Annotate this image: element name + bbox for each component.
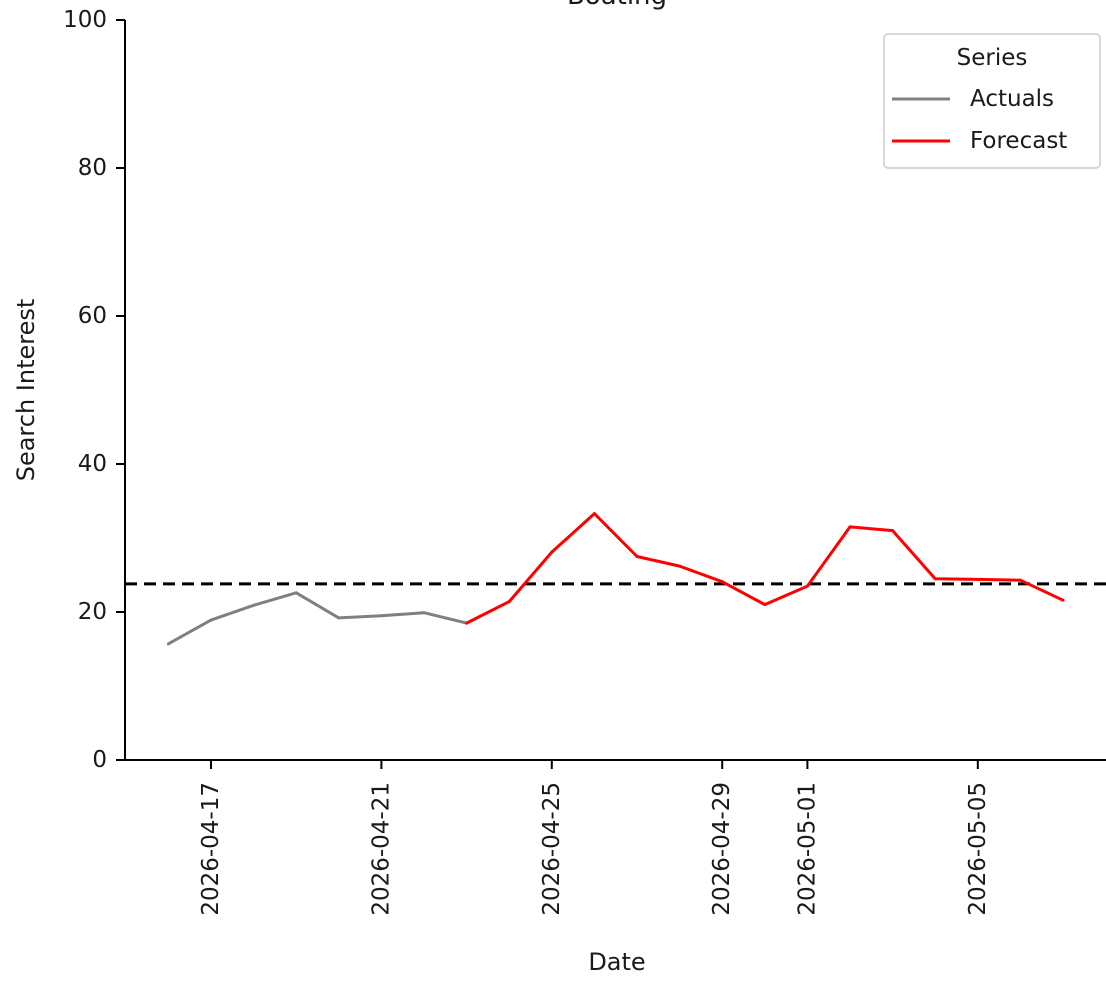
data-point-forecast xyxy=(805,584,809,588)
legend-label-actuals: Actuals xyxy=(970,86,1054,112)
x-axis-label: Date xyxy=(588,948,645,976)
x-tick-label: 2026-04-25 xyxy=(539,782,565,916)
data-point-forecast xyxy=(592,512,596,516)
data-point-actuals xyxy=(422,611,426,615)
x-tick-label: 2026-05-01 xyxy=(794,782,820,916)
data-point-actuals xyxy=(209,618,213,622)
x-tick-label: 2026-04-17 xyxy=(198,782,224,916)
chart-title: Boating xyxy=(567,0,667,11)
y-tick-label: 100 xyxy=(63,7,107,33)
y-tick-label: 80 xyxy=(78,155,107,181)
y-tick-label: 60 xyxy=(78,303,107,329)
x-tick-label: 2026-04-29 xyxy=(709,782,735,916)
series-line-forecast xyxy=(465,512,1064,625)
data-point-forecast xyxy=(763,603,767,607)
y-tick-label: 20 xyxy=(78,599,107,625)
data-point-actuals xyxy=(294,591,298,595)
data-point-forecast xyxy=(1061,598,1065,602)
data-point-forecast xyxy=(1018,578,1022,582)
data-point-actuals xyxy=(252,603,256,607)
series-line-actuals xyxy=(167,591,467,646)
data-point-actuals xyxy=(166,642,170,646)
legend: Series Actuals Forecast xyxy=(883,33,1101,169)
data-point-forecast xyxy=(891,529,895,533)
legend-box xyxy=(883,33,1101,169)
data-point-forecast xyxy=(678,564,682,568)
data-point-forecast xyxy=(848,525,852,529)
y-tick-label: 0 xyxy=(92,747,107,773)
plot-area: 0 20 40 60 80 100 2026-04-17 2026-04-21 2026-04-… xyxy=(63,7,1106,916)
data-point-actuals xyxy=(379,614,383,618)
x-tick-label: 2026-04-21 xyxy=(368,782,394,916)
data-point-forecast xyxy=(507,600,511,604)
data-point-forecast xyxy=(635,555,639,558)
data-point-forecast xyxy=(976,577,980,581)
data-point-forecast xyxy=(720,580,724,584)
y-tick-label: 40 xyxy=(78,451,107,477)
data-point-actuals xyxy=(337,616,341,620)
y-axis-label: Search Interest xyxy=(12,299,40,482)
legend-label-forecast: Forecast xyxy=(970,128,1067,154)
data-point-forecast xyxy=(550,550,554,554)
legend-title: Series xyxy=(957,45,1028,71)
data-point-forecast xyxy=(933,577,937,581)
x-tick-label: 2026-05-05 xyxy=(965,782,991,916)
data-point-forecast xyxy=(465,621,469,625)
